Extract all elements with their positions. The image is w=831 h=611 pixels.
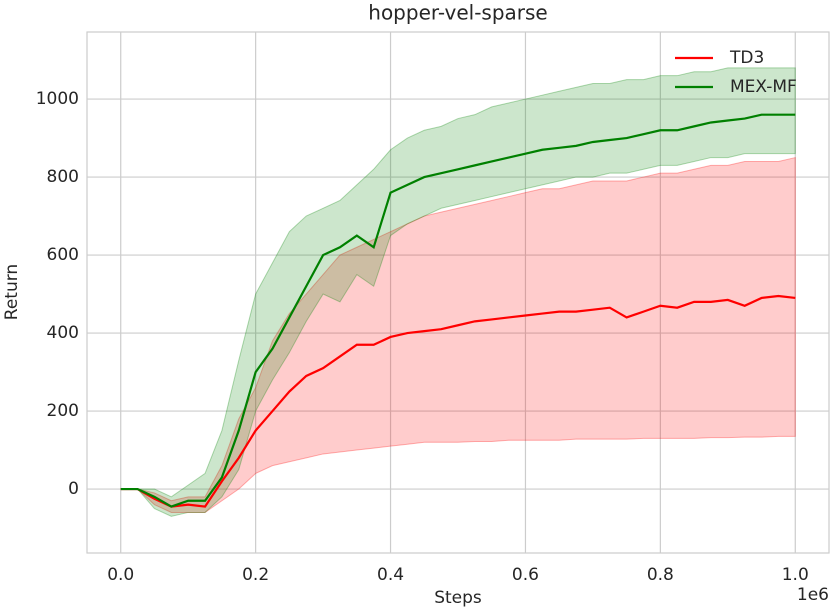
y-tick-label: 1000 bbox=[36, 89, 79, 109]
x-tick-label: 1.0 bbox=[782, 565, 809, 585]
y-tick-label: 800 bbox=[47, 167, 79, 187]
chart-title: hopper-vel-sparse bbox=[368, 1, 547, 25]
x-tick-label: 0.8 bbox=[647, 565, 674, 585]
series-line bbox=[120, 294, 796, 508]
x-tick-label: 0.6 bbox=[512, 565, 539, 585]
x-offset-label: 1e6 bbox=[797, 585, 829, 605]
legend-label: TD3 bbox=[729, 48, 764, 68]
y-axis-label: Return bbox=[2, 264, 22, 320]
series-line bbox=[120, 113, 796, 508]
x-axis-label: Steps bbox=[434, 588, 482, 608]
x-tick-label: 0.2 bbox=[242, 565, 269, 585]
plot-frame bbox=[86, 31, 830, 554]
x-tick-label: 0.4 bbox=[377, 565, 404, 585]
legend-label: MEX-MF bbox=[730, 77, 797, 97]
confidence-band bbox=[120, 67, 796, 517]
y-tick-label: 400 bbox=[47, 323, 79, 343]
x-tick-label: 0.0 bbox=[107, 565, 134, 585]
y-tick-label: 0 bbox=[68, 479, 79, 499]
y-tick-label: 600 bbox=[47, 245, 79, 265]
y-tick-label: 200 bbox=[47, 401, 79, 421]
